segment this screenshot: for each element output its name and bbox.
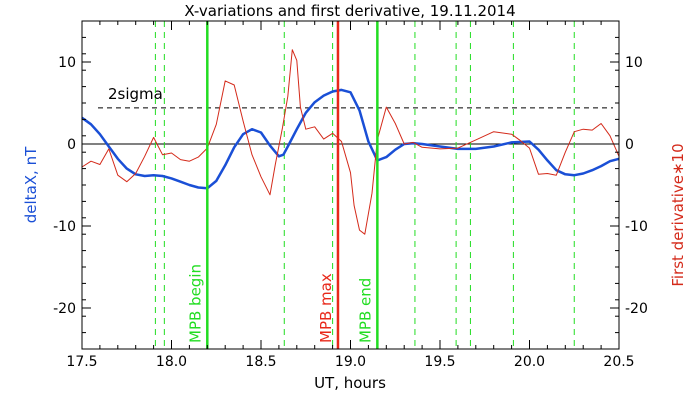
- derivative-series-line: [81, 49, 620, 235]
- x-tick-label: 20.5: [603, 354, 634, 370]
- y-tick-label-left: 0: [67, 137, 76, 153]
- y-tick-label-left: -20: [53, 301, 76, 317]
- x-tick-label: 18.5: [245, 354, 276, 370]
- y-axis-right-label: First derivative∗10: [669, 143, 687, 286]
- y-tick-label-right: -20: [625, 301, 648, 317]
- x-tick-label: 17.5: [66, 354, 97, 370]
- y-tick-label-right: 10: [625, 55, 643, 71]
- plot-frame: [81, 20, 620, 350]
- x-tick-label: 19.0: [335, 354, 366, 370]
- chart-title: X-variations and first derivative, 19.11…: [184, 2, 515, 20]
- x-tick-label: 20.0: [514, 354, 545, 370]
- y-axis-left-label: deltaX, nT: [22, 146, 40, 223]
- y-tick-label-left: 10: [58, 55, 76, 71]
- x-tick-label: 19.5: [424, 354, 455, 370]
- mpb-end-label: MPB end: [356, 278, 374, 343]
- y-tick-label-right: 0: [625, 137, 634, 153]
- mpb-max-label: MPB max: [317, 273, 335, 343]
- y-tick-label-right: -10: [625, 219, 648, 235]
- y-tick-label-left: -10: [53, 219, 76, 235]
- deltax-series-line: [81, 88, 620, 190]
- axes: 17.5 18.0 18.5 19.0 19.5 20.0 20.5 -20 -20 -10 -10…: [53, 20, 648, 370]
- mpb-begin-label: MPB begin: [186, 264, 204, 343]
- x-tick-label: 18.0: [156, 354, 187, 370]
- x-axis-label: UT, hours: [314, 374, 386, 392]
- sigma-label: 2sigma: [108, 85, 163, 103]
- plot-area: 2sigma MPB begin MPB max MPB end: [81, 21, 620, 349]
